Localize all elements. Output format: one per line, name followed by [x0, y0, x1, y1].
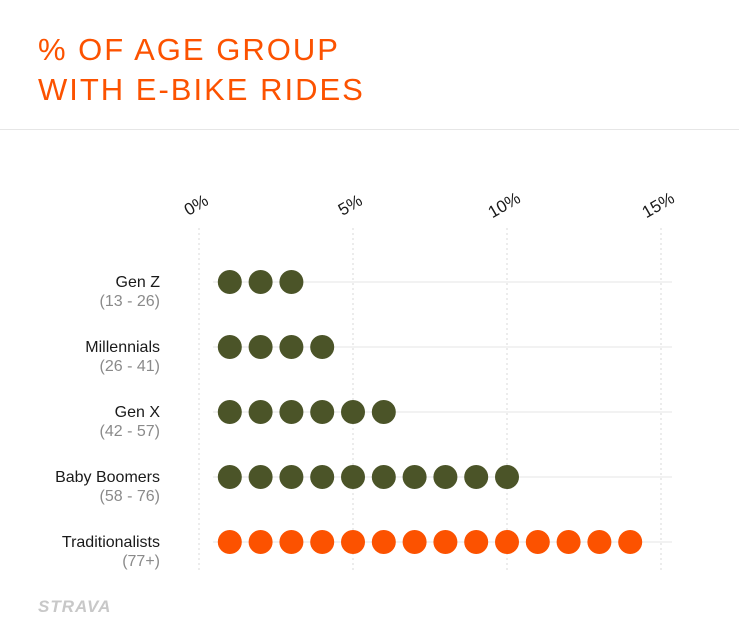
category-name: Traditionalists — [62, 534, 160, 551]
dot — [433, 530, 458, 554]
dot — [495, 465, 519, 489]
x-tick-label-2: 10% — [485, 189, 524, 222]
dot — [279, 270, 304, 294]
row-millennials: Millennials (26 - 41) — [85, 335, 672, 375]
dot — [310, 465, 335, 489]
dot — [341, 530, 365, 554]
row-baby-boomers: Baby Boomers (58 - 76) — [55, 465, 672, 505]
dot — [464, 465, 489, 489]
title-divider — [0, 129, 739, 130]
dot — [556, 530, 581, 554]
dot — [371, 530, 396, 554]
category-name: Gen X — [115, 404, 161, 421]
dot — [433, 465, 458, 489]
x-tick-label-1: 5% — [335, 191, 366, 220]
dot — [217, 335, 242, 359]
category-age-range: (77+) — [122, 553, 160, 570]
x-tick-labels: 0% 5% 10% 15% — [181, 189, 678, 222]
x-tick-label-0: 0% — [181, 191, 212, 220]
dot — [525, 530, 550, 554]
dot — [464, 530, 489, 554]
dot — [217, 530, 242, 554]
dot — [248, 530, 273, 554]
dot — [587, 530, 612, 554]
category-age-range: (13 - 26) — [100, 293, 160, 310]
dot — [371, 465, 396, 489]
x-tick-label-3: 15% — [639, 189, 678, 222]
category-name: Millennials — [85, 339, 160, 356]
category-age-range: (58 - 76) — [100, 488, 160, 505]
category-name: Gen Z — [116, 274, 161, 291]
chart-title-line-1: % OF AGE GROUP — [38, 32, 340, 67]
dot — [618, 530, 643, 554]
dot — [310, 335, 335, 359]
dot — [310, 530, 335, 554]
dot — [217, 465, 242, 489]
dot — [341, 465, 365, 489]
dot — [341, 400, 365, 424]
dot — [217, 270, 242, 294]
dot — [279, 465, 304, 489]
dot — [495, 530, 519, 554]
dot — [402, 465, 427, 489]
row-gen-x: Gen X (42 - 57) — [100, 400, 672, 440]
dot — [279, 530, 304, 554]
dot — [310, 400, 335, 424]
row-traditionalists: Traditionalists (77+) — [62, 530, 672, 570]
row-gen-z: Gen Z (13 - 26) — [100, 270, 672, 310]
strava-logo: STRAVA — [38, 597, 112, 616]
dot — [248, 335, 273, 359]
dot — [371, 400, 396, 424]
category-name: Baby Boomers — [55, 469, 160, 486]
dot — [248, 270, 273, 294]
dot — [279, 335, 304, 359]
dot — [248, 400, 273, 424]
category-age-range: (42 - 57) — [100, 423, 160, 440]
dot — [402, 530, 427, 554]
category-rows: Gen Z (13 - 26) Millennials (26 - 41) Gen X (… — [55, 270, 672, 570]
dot — [279, 400, 304, 424]
dot — [217, 400, 242, 424]
dot — [248, 465, 273, 489]
chart-title: % OF AGE GROUP WITH E-BIKE RIDES — [38, 30, 365, 110]
chart-title-line-2: WITH E-BIKE RIDES — [38, 72, 365, 107]
category-age-range: (26 - 41) — [100, 358, 160, 375]
